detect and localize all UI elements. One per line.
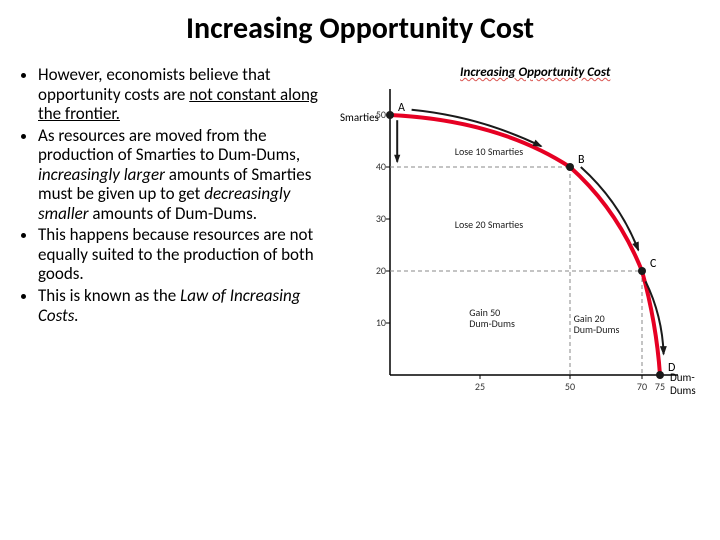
chart-area: Increasing Opportunity CostSmartiesDum-D… — [340, 65, 700, 327]
y-tick-label: 50 — [368, 108, 386, 121]
chart-point — [566, 163, 574, 171]
bullet-item: However, economists believe that opportu… — [38, 65, 330, 124]
y-tick-label: 30 — [368, 212, 386, 225]
bullet-item: This happens because resources are not e… — [38, 225, 330, 284]
chart-annotation: Gain 20Dum-Dums — [574, 313, 620, 335]
chart-point — [656, 371, 664, 379]
bullet-item: As resources are moved from the producti… — [38, 126, 330, 224]
chart-point — [386, 111, 394, 119]
chart-annotation: Lose 10 Smarties — [455, 146, 523, 157]
bullet-item: This is known as the Law of Increasing C… — [38, 286, 330, 325]
chart-annotation: Gain 50Dum-Dums — [469, 307, 515, 329]
page-title: Increasing Opportunity Cost — [20, 10, 700, 47]
x-tick-label: 50 — [560, 380, 580, 393]
x-tick-label: 70 — [632, 380, 652, 393]
chart-svg — [340, 65, 700, 425]
point-label: B — [578, 153, 585, 167]
ppf-curve — [390, 115, 660, 375]
x-tick-label: 25 — [470, 380, 490, 393]
bullets-list: However, economists believe that opportu… — [20, 65, 330, 327]
point-label: A — [398, 101, 405, 115]
y-tick-label: 10 — [368, 316, 386, 329]
chart-point — [638, 267, 646, 275]
y-tick-label: 20 — [368, 264, 386, 277]
slide: Increasing Opportunity Cost However, eco… — [0, 0, 720, 540]
content-row: However, economists believe that opportu… — [20, 65, 700, 327]
point-label: D — [668, 361, 675, 375]
x-tick-label: 75 — [650, 380, 670, 393]
point-label: C — [650, 257, 656, 271]
y-tick-label: 40 — [368, 160, 386, 173]
chart-annotation: Lose 20 Smarties — [455, 219, 523, 230]
